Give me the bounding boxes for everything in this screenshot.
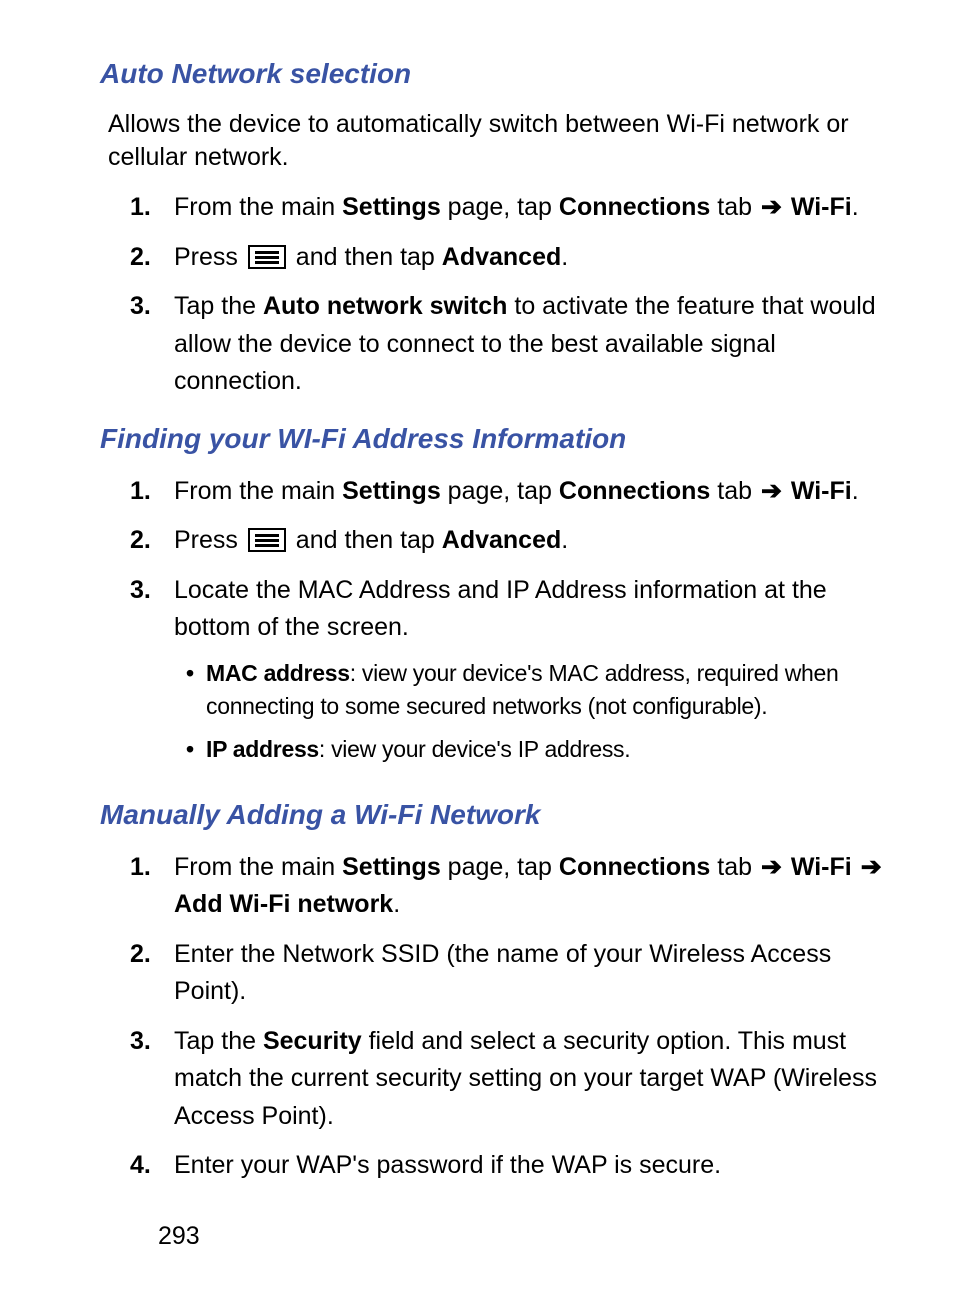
- text-run: .: [561, 243, 568, 271]
- bold-text: Advanced: [442, 526, 561, 554]
- bold-text: IP address: [206, 736, 319, 762]
- bold-text: MAC address: [206, 660, 350, 686]
- list-item: 2.Press and then tap Advanced.: [130, 522, 894, 560]
- text-run: : view your device's IP address.: [319, 736, 630, 762]
- bullet-icon: •: [186, 733, 206, 766]
- item-number: 2.: [130, 522, 174, 560]
- item-body: Enter the Network SSID (the name of your…: [174, 936, 894, 1011]
- menu-icon: [248, 528, 286, 552]
- item-number: 3.: [130, 1023, 174, 1136]
- list-item: 1.From the main Settings page, tap Conne…: [130, 189, 894, 227]
- numbered-list: 1.From the main Settings page, tap Conne…: [130, 473, 894, 777]
- bold-text: Security: [263, 1027, 362, 1055]
- arrow-icon: ➔: [761, 477, 782, 505]
- item-body: From the main Settings page, tap Connect…: [174, 473, 894, 511]
- bold-text: Settings: [342, 477, 441, 505]
- item-number: 3.: [130, 288, 174, 401]
- text-run: tab: [710, 853, 759, 881]
- item-body: From the main Settings page, tap Connect…: [174, 849, 894, 924]
- bullet-icon: •: [186, 657, 206, 724]
- item-number: 1.: [130, 473, 174, 511]
- bold-text: Settings: [342, 853, 441, 881]
- item-body: Tap the Auto network switch to activate …: [174, 288, 894, 401]
- list-item: 3.Tap the Auto network switch to activat…: [130, 288, 894, 401]
- bold-text: Connections: [559, 477, 710, 505]
- item-number: 1.: [130, 849, 174, 924]
- arrow-icon: ➔: [861, 853, 882, 881]
- item-number: 3.: [130, 572, 174, 777]
- item-body: Locate the MAC Address and IP Address in…: [174, 572, 894, 777]
- section-heading: Auto Network selection: [100, 58, 894, 90]
- text-run: and then tap: [289, 526, 442, 554]
- text-run: [784, 193, 791, 221]
- numbered-list: 1.From the main Settings page, tap Conne…: [130, 849, 894, 1185]
- numbered-list: 1.From the main Settings page, tap Conne…: [130, 189, 894, 401]
- bold-text: Wi-Fi: [791, 477, 852, 505]
- text-run: .: [852, 193, 859, 221]
- section-intro: Allows the device to automatically switc…: [108, 108, 894, 173]
- text-run: Press: [174, 243, 245, 271]
- bold-text: Wi-Fi: [791, 193, 852, 221]
- bold-text: Add Wi-Fi network: [174, 890, 393, 918]
- bullet-body: IP address: view your device's IP addres…: [206, 733, 894, 766]
- list-item: 3.Locate the MAC Address and IP Address …: [130, 572, 894, 777]
- text-run: page, tap: [441, 853, 559, 881]
- list-item: 1.From the main Settings page, tap Conne…: [130, 473, 894, 511]
- sub-bullet-item: •MAC address: view your device's MAC add…: [186, 657, 894, 724]
- arrow-icon: ➔: [761, 193, 782, 221]
- bold-text: Connections: [559, 193, 710, 221]
- item-body: Enter your WAP's password if the WAP is …: [174, 1147, 894, 1185]
- item-number: 2.: [130, 936, 174, 1011]
- bold-text: Wi-Fi: [791, 853, 852, 881]
- text-run: Tap the: [174, 292, 263, 320]
- item-number: 1.: [130, 189, 174, 227]
- list-item: 4.Enter your WAP's password if the WAP i…: [130, 1147, 894, 1185]
- bold-text: Settings: [342, 193, 441, 221]
- item-body: From the main Settings page, tap Connect…: [174, 189, 894, 227]
- arrow-icon: ➔: [761, 853, 782, 881]
- menu-icon: [248, 245, 286, 269]
- list-item: 1.From the main Settings page, tap Conne…: [130, 849, 894, 924]
- text-run: From the main: [174, 193, 342, 221]
- text-run: From the main: [174, 853, 342, 881]
- text-run: [852, 853, 859, 881]
- text-run: tab: [710, 477, 759, 505]
- list-item: 3.Tap the Security field and select a se…: [130, 1023, 894, 1136]
- bold-text: Advanced: [442, 243, 561, 271]
- item-number: 4.: [130, 1147, 174, 1185]
- text-run: page, tap: [441, 193, 559, 221]
- text-run: .: [852, 477, 859, 505]
- text-run: .: [393, 890, 400, 918]
- text-run: tab: [710, 193, 759, 221]
- bullet-body: MAC address: view your device's MAC addr…: [206, 657, 894, 724]
- text-run: Press: [174, 526, 245, 554]
- section-heading: Finding your WI-Fi Address Information: [100, 423, 894, 455]
- bold-text: Connections: [559, 853, 710, 881]
- text-run: Enter your WAP's password if the WAP is …: [174, 1151, 721, 1179]
- page-number: 293: [158, 1222, 200, 1251]
- text-run: [784, 853, 791, 881]
- bold-text: Auto network switch: [263, 292, 507, 320]
- sub-bullet-item: •IP address: view your device's IP addre…: [186, 733, 894, 766]
- text-run: Tap the: [174, 1027, 263, 1055]
- item-number: 2.: [130, 239, 174, 277]
- text-run: [784, 477, 791, 505]
- item-body: Press and then tap Advanced.: [174, 522, 894, 560]
- text-run: and then tap: [289, 243, 442, 271]
- section-heading: Manually Adding a Wi-Fi Network: [100, 799, 894, 831]
- item-body: Tap the Security field and select a secu…: [174, 1023, 894, 1136]
- text-run: page, tap: [441, 477, 559, 505]
- item-body: Press and then tap Advanced.: [174, 239, 894, 277]
- document-page: Auto Network selection Allows the device …: [100, 58, 894, 1185]
- text-run: Locate the MAC Address and IP Address in…: [174, 576, 827, 642]
- text-run: .: [561, 526, 568, 554]
- text-run: Enter the Network SSID (the name of your…: [174, 940, 831, 1006]
- sub-bullet-list: •MAC address: view your device's MAC add…: [186, 657, 894, 767]
- list-item: 2.Press and then tap Advanced.: [130, 239, 894, 277]
- list-item: 2.Enter the Network SSID (the name of yo…: [130, 936, 894, 1011]
- text-run: From the main: [174, 477, 342, 505]
